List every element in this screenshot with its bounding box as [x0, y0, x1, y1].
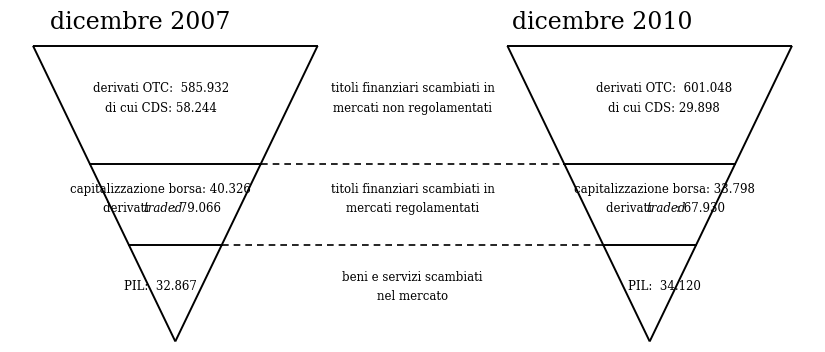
- Text: traded: traded: [647, 202, 686, 215]
- Text: derivati: derivati: [606, 202, 655, 215]
- Text: capitalizzazione borsa: 40.326: capitalizzazione borsa: 40.326: [70, 183, 252, 196]
- Text: nel mercato: nel mercato: [377, 290, 448, 303]
- Text: di cui CDS: 58.244: di cui CDS: 58.244: [105, 102, 217, 115]
- Text: : 67.930: : 67.930: [676, 202, 724, 215]
- Text: titoli finanziari scambiati in: titoli finanziari scambiati in: [331, 183, 494, 196]
- Text: derivati OTC:  601.048: derivati OTC: 601.048: [596, 82, 733, 95]
- Text: mercati non regolamentati: mercati non regolamentati: [333, 102, 492, 115]
- Text: mercati regolamentati: mercati regolamentati: [346, 202, 479, 215]
- Text: dicembre 2007: dicembre 2007: [50, 11, 230, 33]
- Text: traded: traded: [144, 202, 183, 215]
- Text: capitalizzazione borsa: 33.798: capitalizzazione borsa: 33.798: [573, 183, 755, 196]
- Text: derivati: derivati: [102, 202, 152, 215]
- Text: : 79.066: : 79.066: [172, 202, 221, 215]
- Text: titoli finanziari scambiati in: titoli finanziari scambiati in: [331, 82, 494, 95]
- Text: PIL:  32.867: PIL: 32.867: [125, 281, 197, 293]
- Text: derivati OTC:  585.932: derivati OTC: 585.932: [92, 82, 229, 95]
- Text: dicembre 2010: dicembre 2010: [512, 11, 692, 33]
- Text: beni e servizi scambiati: beni e servizi scambiati: [342, 271, 483, 284]
- Text: di cui CDS: 29.898: di cui CDS: 29.898: [608, 102, 720, 115]
- Text: PIL:  34.120: PIL: 34.120: [628, 281, 700, 293]
